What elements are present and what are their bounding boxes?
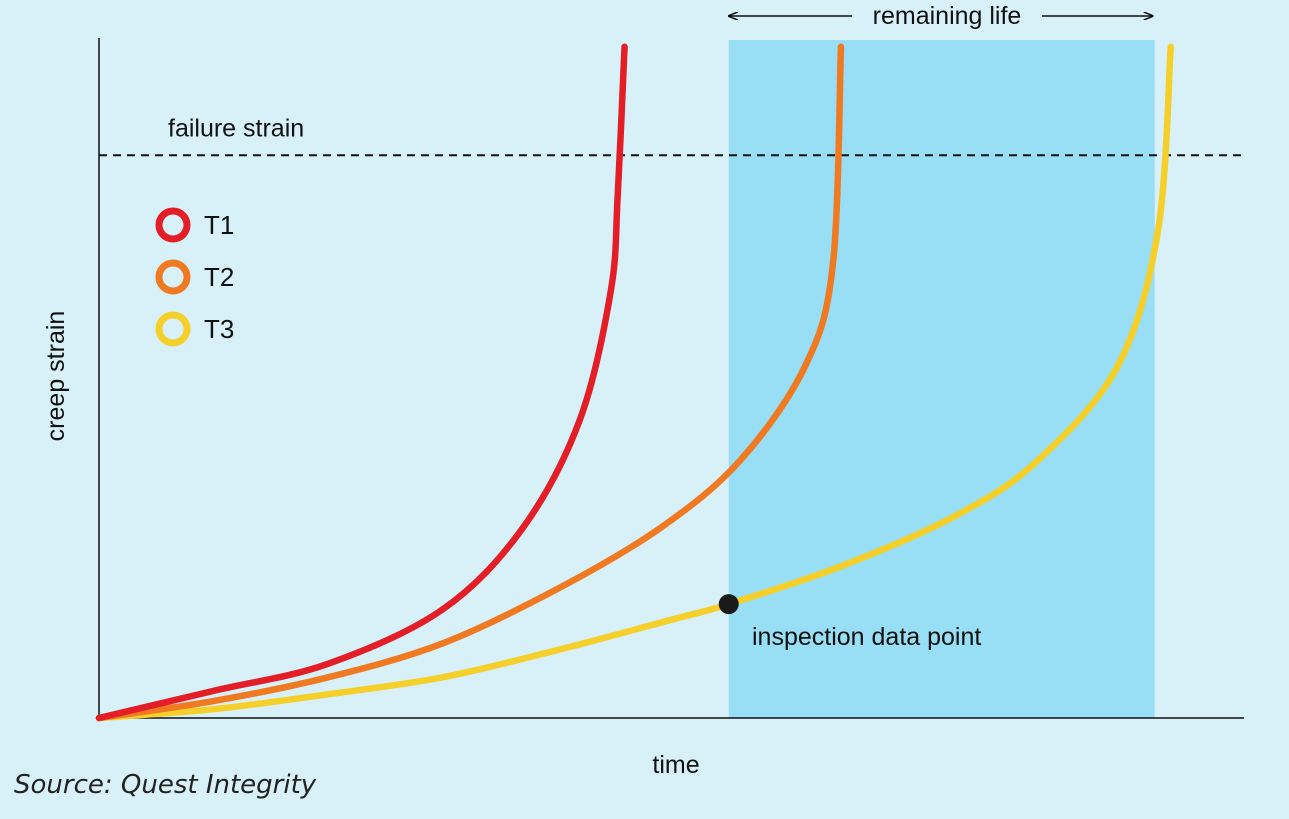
legend-marker-t1 xyxy=(155,207,191,243)
legend-label-t2: T2 xyxy=(204,262,234,292)
legend-label-t3: T3 xyxy=(204,314,234,344)
remaining-life-label: remaining life xyxy=(873,2,1022,30)
legend: T1 T2 T3 xyxy=(155,207,234,347)
series-group xyxy=(95,43,1174,722)
series-line-t2 xyxy=(95,43,845,722)
legend-label-t1: T1 xyxy=(204,210,234,240)
legend-marker-t2 xyxy=(155,259,191,295)
remaining-life-band xyxy=(728,40,1155,718)
failure-strain-label: failure strain xyxy=(168,114,304,142)
series-line-t1 xyxy=(95,43,628,722)
source-caption: Source: Quest Integrity xyxy=(14,770,317,800)
inspection-data-point xyxy=(718,594,739,615)
inspection-data-point-label: inspection data point xyxy=(752,623,981,651)
legend-marker-t3 xyxy=(155,311,191,347)
series-line-t3 xyxy=(95,43,1174,722)
y-axis-label: creep strain xyxy=(42,311,70,442)
x-axis-label: time xyxy=(652,751,699,779)
